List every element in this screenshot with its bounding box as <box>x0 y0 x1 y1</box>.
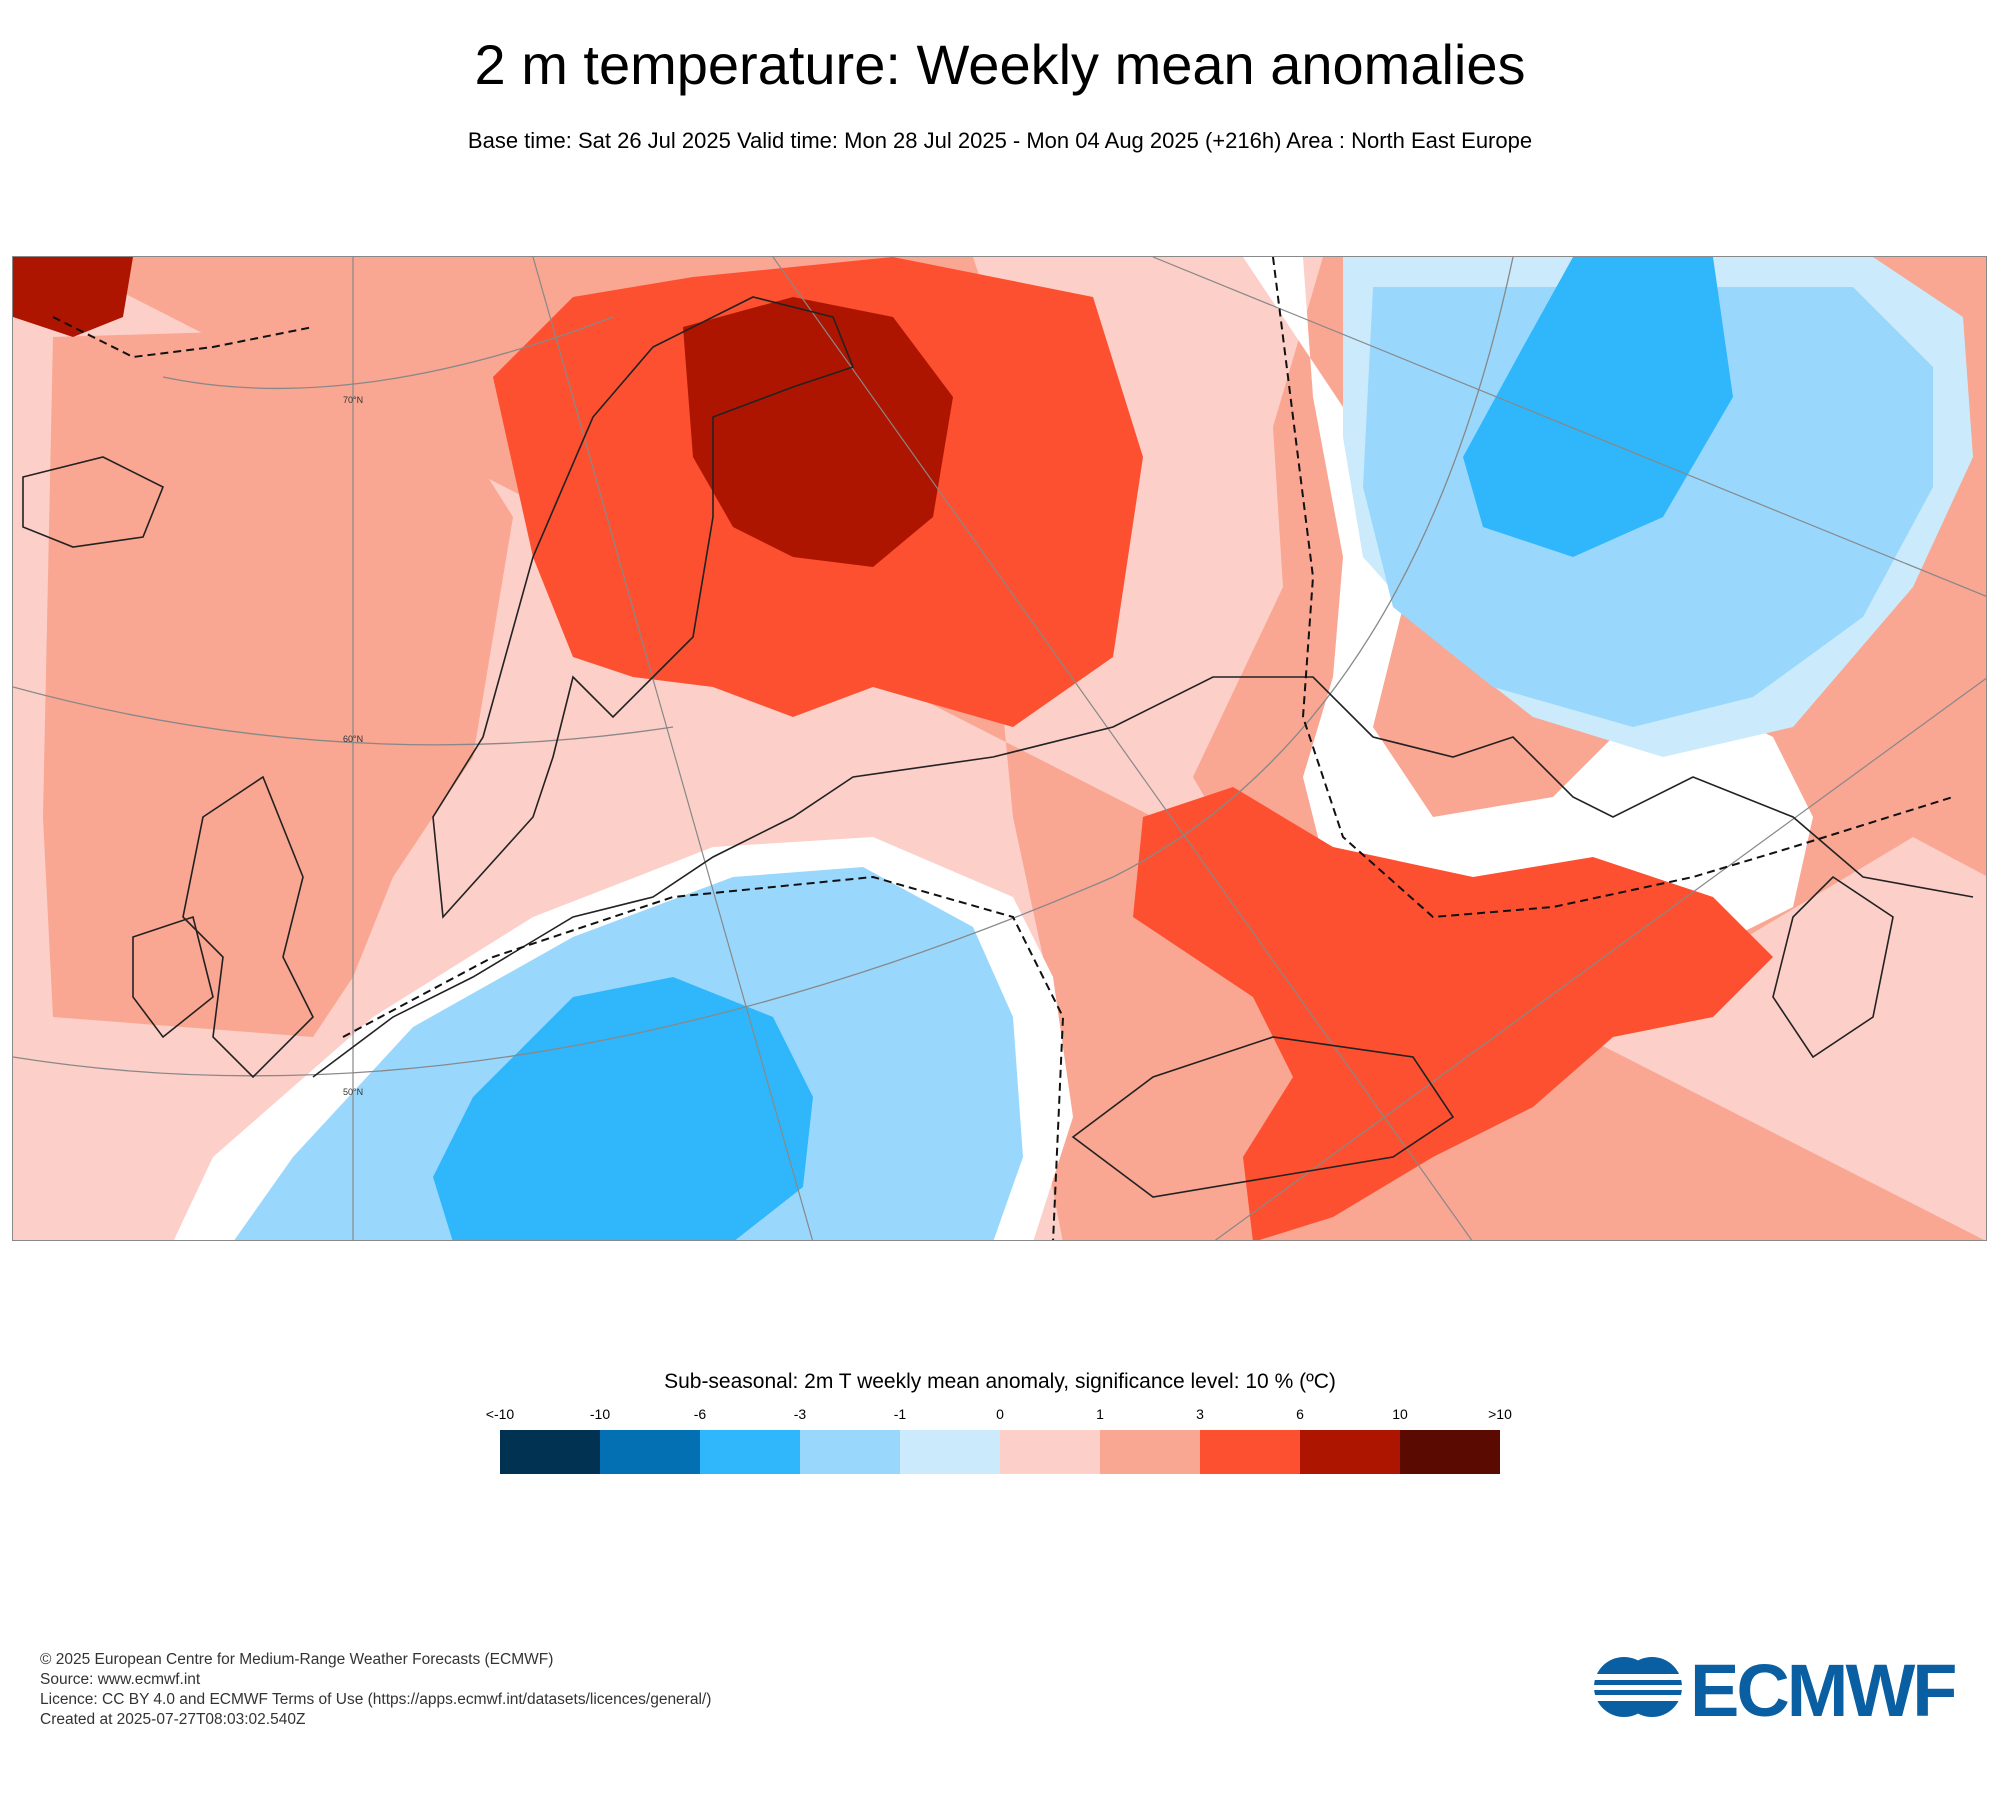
chart-subtitle: Base time: Sat 26 Jul 2025 Valid time: M… <box>467 128 1533 153</box>
legend-swatch <box>1300 1430 1400 1474</box>
legend-tick-label: 6 <box>1296 1406 1304 1422</box>
anomaly-map: 70°N 60°N 50°N <box>12 256 1987 1241</box>
legend-swatch <box>600 1430 700 1474</box>
legend-tick-label: 3 <box>1196 1406 1204 1422</box>
legend-ticks: <-10 -10 -6 -3 -1 0 1 3 6 10 >10 <box>0 1406 2000 1426</box>
legend-tick-label: -10 <box>589 1406 611 1422</box>
legend-swatch <box>500 1430 600 1474</box>
legend-swatch <box>900 1430 1000 1474</box>
legend-colorbar <box>500 1430 1500 1474</box>
lat-label-50: 50°N <box>343 1087 363 1097</box>
lat-label-70: 70°N <box>343 395 363 405</box>
region-northern-scandinavia <box>683 297 953 567</box>
lat-line-70 <box>162 316 614 390</box>
legend-tick-label: -1 <box>893 1406 907 1422</box>
legend-tick-label: <-10 <box>485 1406 515 1422</box>
region-atlantic-west <box>43 327 513 1037</box>
footer-created: Created at 2025-07-27T08:03:02.540Z <box>40 1711 306 1728</box>
legend-tick-label: 0 <box>996 1406 1004 1422</box>
meridian <box>532 257 814 1240</box>
region-northern-urals-core <box>1463 257 1733 557</box>
coastline-scandinavia <box>432 296 855 919</box>
meridian <box>1152 257 1986 597</box>
footer-copyright: © 2025 European Centre for Medium-Range … <box>40 1651 554 1668</box>
coastline-black-sea <box>1071 1036 1455 1198</box>
meridian <box>1214 677 1986 1240</box>
footer: © 2025 European Centre for Medium-Range … <box>40 1650 711 1730</box>
region-central-europe-core <box>433 977 813 1240</box>
legend-swatch <box>700 1430 800 1474</box>
legend-swatch <box>1100 1430 1200 1474</box>
legend-title: Sub-seasonal: 2m T weekly mean anomaly, … <box>664 1370 1336 1393</box>
lat-line-50 <box>13 257 1514 1077</box>
legend-swatch <box>1400 1430 1500 1474</box>
significance-contour <box>52 316 314 359</box>
significance-contour <box>1272 257 1954 919</box>
legend-swatch <box>1200 1430 1300 1474</box>
ecmwf-logo-text: ECMWF <box>1690 1649 1957 1732</box>
region-neutral-east <box>1243 257 1813 977</box>
lat-label-60: 60°N <box>343 734 363 744</box>
ecmwf-logo-icon <box>1590 1657 1686 1717</box>
footer-licence[interactable]: Licence: CC BY 4.0 and ECMWF Terms of Us… <box>40 1691 712 1708</box>
legend-swatch <box>800 1430 900 1474</box>
coastline-continent <box>312 676 1974 1078</box>
legend-tick-label: -3 <box>793 1406 807 1422</box>
footer-source[interactable]: Source: www.ecmwf.int <box>40 1671 201 1688</box>
coastline-britain <box>182 775 314 1079</box>
legend-tick-label: -6 <box>693 1406 707 1422</box>
legend-tick-label: 1 <box>1096 1406 1104 1422</box>
coastline-ireland <box>132 915 214 1039</box>
significance-contour <box>342 875 1065 1240</box>
ecmwf-logo[interactable]: ECMWF <box>1590 1649 1962 1732</box>
chart-title: 2 m temperature: Weekly mean anomalies <box>474 33 1526 96</box>
region-iceland-greenland <box>13 257 133 337</box>
region-volga-caspian <box>1133 787 1773 1240</box>
legend-tick-label: 10 <box>1392 1406 1408 1422</box>
legend-tick-label: >10 <box>1488 1406 1512 1422</box>
meridian <box>772 257 1473 1240</box>
coastline-caspian <box>1772 875 1894 1059</box>
legend-swatch <box>1000 1430 1100 1474</box>
lat-line-60 <box>13 686 674 746</box>
coastline-iceland <box>22 456 165 548</box>
